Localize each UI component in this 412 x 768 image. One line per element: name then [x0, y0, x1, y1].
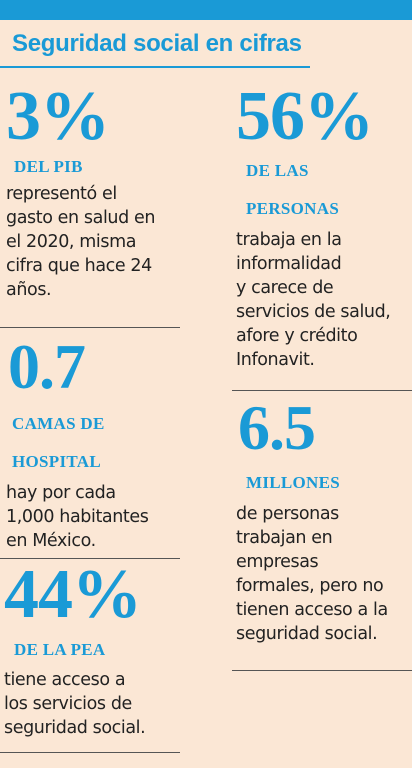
- desc-line: afore y crédito: [236, 326, 358, 346]
- label-line: PERSONAS: [246, 199, 340, 218]
- desc-line: representó el: [6, 184, 117, 204]
- desc-line: tienen acceso a la: [236, 600, 388, 620]
- stat-label: DEL PIB: [14, 157, 83, 176]
- desc-line: y carece de: [236, 278, 334, 298]
- desc-line: informalidad: [236, 254, 342, 274]
- desc-line: empresas: [236, 552, 319, 572]
- desc-line: los servicios de: [4, 694, 132, 714]
- stat-informalidad: 56% DE LAS PERSONAS trabaja en la inform…: [236, 82, 412, 372]
- stat-description: tiene acceso a los servicios de segurida…: [4, 668, 179, 740]
- stat-description: de personas trabajan en empresas formale…: [236, 502, 412, 646]
- stat-value: 6.5: [238, 392, 316, 463]
- stat-millones: 6.5 MILLONES de personas trabajan en emp…: [236, 396, 412, 646]
- top-banner-bar: [0, 0, 412, 20]
- desc-line: formales, pero no: [236, 576, 384, 596]
- stat-label: DE LAS PERSONAS: [246, 152, 412, 228]
- stat-description: representó el gasto en salud en el 2020,…: [6, 182, 176, 302]
- desc-line: seguridad social.: [236, 624, 378, 644]
- stat-pea: 44% DE LA PEA tiene acceso a los servici…: [4, 560, 179, 740]
- label-line: DE LAS: [246, 161, 309, 180]
- desc-line: trabajan en: [236, 528, 333, 548]
- stat-value: 0.7: [8, 331, 86, 402]
- desc-line: tiene acceso a: [4, 670, 126, 690]
- stat-camas: 0.7 CAMAS DE HOSPITAL hay por cada 1,000…: [6, 335, 176, 553]
- divider: [0, 558, 180, 559]
- divider: [0, 327, 180, 328]
- title-underline: [0, 66, 310, 68]
- label-line: HOSPITAL: [12, 452, 101, 471]
- desc-line: gasto en salud en: [6, 208, 156, 228]
- stat-pib: 3% DEL PIB representó el gasto en salud …: [6, 82, 176, 302]
- label-line: CAMAS DE: [12, 414, 105, 433]
- desc-line: Infonavit.: [236, 350, 315, 370]
- desc-line: seguridad social.: [4, 718, 146, 738]
- desc-line: en México.: [6, 531, 96, 551]
- divider: [232, 390, 412, 391]
- desc-line: el 2020, misma: [6, 232, 137, 252]
- stat-value: 44%: [4, 556, 142, 633]
- stat-label: MILLONES: [246, 473, 341, 492]
- desc-line: hay por cada: [6, 483, 116, 503]
- stat-label: DE LA PEA: [14, 640, 106, 659]
- divider: [0, 752, 180, 753]
- desc-line: servicios de salud,: [236, 302, 391, 322]
- desc-line: cifra que hace 24: [6, 256, 152, 276]
- desc-line: 1,000 habitantes: [6, 507, 149, 527]
- stat-value: 56%: [236, 78, 374, 155]
- desc-line: años.: [6, 280, 52, 300]
- desc-line: de personas: [236, 504, 339, 524]
- stat-description: hay por cada 1,000 habitantes en México.: [6, 481, 176, 553]
- desc-line: trabaja en la: [236, 230, 342, 250]
- stat-label: CAMAS DE HOSPITAL: [12, 405, 176, 481]
- divider: [232, 670, 412, 671]
- stat-description: trabaja en la informalidad y carece de s…: [236, 228, 412, 372]
- page-title: Seguridad social en cifras: [12, 30, 302, 57]
- stat-value: 3%: [6, 78, 110, 155]
